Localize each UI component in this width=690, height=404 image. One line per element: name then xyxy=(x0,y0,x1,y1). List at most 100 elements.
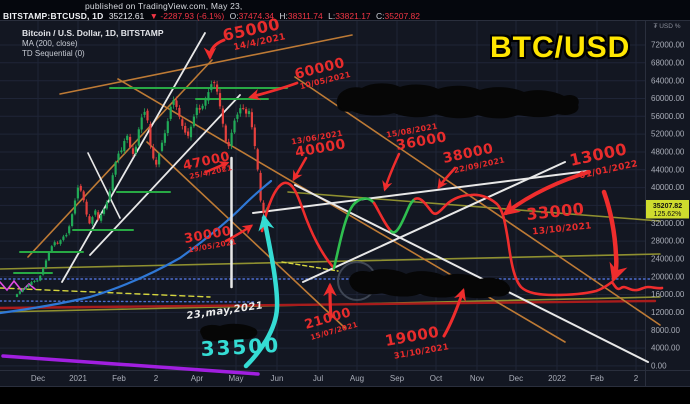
last-price-badge-bg xyxy=(646,200,689,219)
time-axis-label: Oct xyxy=(430,374,443,383)
candle-body xyxy=(94,210,97,215)
candle-body xyxy=(134,146,137,154)
price-axis-label: 28000.00 xyxy=(651,237,685,246)
time-axis-label: Dec xyxy=(509,374,523,383)
candle-body xyxy=(175,100,178,107)
time-axis-label: Apr xyxy=(191,374,204,383)
dashed-yellow-mid xyxy=(281,261,339,272)
chart-legend[interactable]: Bitcoin / U.S. Dollar, 1D, BITSTAMP MA (… xyxy=(22,28,164,59)
candle-body xyxy=(155,159,158,165)
candle-body xyxy=(24,287,27,289)
candle-body xyxy=(213,82,216,84)
white-downtrend-line xyxy=(294,184,649,363)
candle-body xyxy=(59,240,62,244)
ann-33500: 33500 xyxy=(200,333,281,361)
candle-body xyxy=(137,129,140,146)
candle-body xyxy=(172,100,175,105)
candle-body xyxy=(97,212,100,220)
candle-body xyxy=(189,126,193,138)
candle-body xyxy=(227,141,230,147)
close-label: C: xyxy=(376,10,385,21)
time-axis-hit[interactable] xyxy=(0,371,690,386)
candle-body xyxy=(158,153,161,165)
forecast-wave-green-2 xyxy=(389,197,417,234)
candle-body xyxy=(181,119,184,126)
candle-body xyxy=(224,125,227,142)
dotted-blue-level-lower xyxy=(0,300,257,303)
price-axis-label: 56000.00 xyxy=(651,112,685,121)
candle-body xyxy=(247,111,251,114)
candle-body xyxy=(253,127,256,146)
candle-body xyxy=(230,132,233,146)
time-axis-label: Sep xyxy=(390,374,405,383)
time-axis-label: Jul xyxy=(313,374,323,383)
arrow-65000 xyxy=(203,38,226,61)
white-short-segment xyxy=(87,152,121,219)
orange-trendline-top xyxy=(59,34,353,95)
censor-blob-top xyxy=(336,83,579,119)
time-axis-label: 2 xyxy=(154,374,159,383)
low-label: L: xyxy=(328,10,336,21)
candle-body xyxy=(91,217,94,224)
candle-body xyxy=(149,124,152,146)
candle-body xyxy=(120,150,123,153)
candle-body xyxy=(62,236,65,240)
candle-body xyxy=(184,126,187,133)
candle-body xyxy=(210,84,213,91)
orange-trendline-steep xyxy=(27,59,213,258)
candle-body xyxy=(65,234,68,237)
pane-separators xyxy=(0,20,690,387)
legend-td-indicator[interactable]: TD Sequential (0) xyxy=(22,48,85,58)
arrow-36000 xyxy=(382,152,401,192)
candle-body xyxy=(18,291,21,294)
arrow-30000 xyxy=(224,224,254,243)
time-axis-label: Feb xyxy=(590,374,604,383)
price-axis-label: 20000.00 xyxy=(651,272,685,281)
arrow-47000 xyxy=(204,161,230,174)
candle-body xyxy=(207,92,210,101)
published-note: published on TradingView.com, May 23, xyxy=(85,1,243,11)
orange-downtrend-1 xyxy=(117,78,566,343)
high-label: H: xyxy=(279,10,288,21)
price-axis[interactable]: ₮ USD % 72000.00 68000.00 64000.00 60000.00 5… xyxy=(646,20,690,386)
candle-body xyxy=(198,108,201,110)
candle-body xyxy=(126,135,129,140)
price-axis-label: 8000.00 xyxy=(651,326,680,335)
forecast-wave-red-3 xyxy=(413,193,664,297)
price-axis-label: 72000.00 xyxy=(651,41,685,50)
candle-body xyxy=(56,242,59,244)
candle-body xyxy=(262,202,265,213)
white-channel-left xyxy=(61,32,206,283)
censor-blob-bottom xyxy=(349,269,510,299)
ann-33500-value: 33500 xyxy=(200,333,281,361)
price-axis-label: 60000.00 xyxy=(651,94,685,103)
time-axis-label: Nov xyxy=(470,374,484,383)
price-axis-label: 40000.00 xyxy=(651,183,685,192)
candle-body xyxy=(76,187,79,199)
time-axis[interactable]: Dec 2021 Feb 2 Apr May Jun Jul Aug Sep Oct Nov Dec 20… xyxy=(0,371,690,386)
candle-body xyxy=(140,117,143,130)
candle-body xyxy=(15,294,19,297)
candle-body xyxy=(178,107,181,117)
price-axis-unit-toggle[interactable]: ₮ USD % xyxy=(653,23,680,30)
arrow-60000 xyxy=(248,81,299,101)
legend-symbol[interactable]: Bitcoin / U.S. Dollar, 1D, BITSTAMP xyxy=(22,28,164,38)
candle-body xyxy=(102,209,106,214)
arrow-21000-up xyxy=(323,282,337,319)
price-axis-label: 12000.00 xyxy=(651,308,685,317)
candle-body xyxy=(27,284,30,287)
time-axis-label: Jun xyxy=(271,374,284,383)
last-price-badge-percent: 125.62% xyxy=(654,211,682,218)
legend-ma-indicator[interactable]: MA (200, close) xyxy=(22,38,78,48)
arrow-cyan-33500 xyxy=(243,214,280,369)
candle-body xyxy=(82,191,85,201)
candle-body xyxy=(163,133,166,143)
arrow-19000-up xyxy=(442,288,466,338)
candle-body xyxy=(187,131,190,136)
candle-body xyxy=(44,260,48,268)
symbol-title[interactable]: BITSTAMP:BTCUSD, 1D xyxy=(3,10,104,21)
